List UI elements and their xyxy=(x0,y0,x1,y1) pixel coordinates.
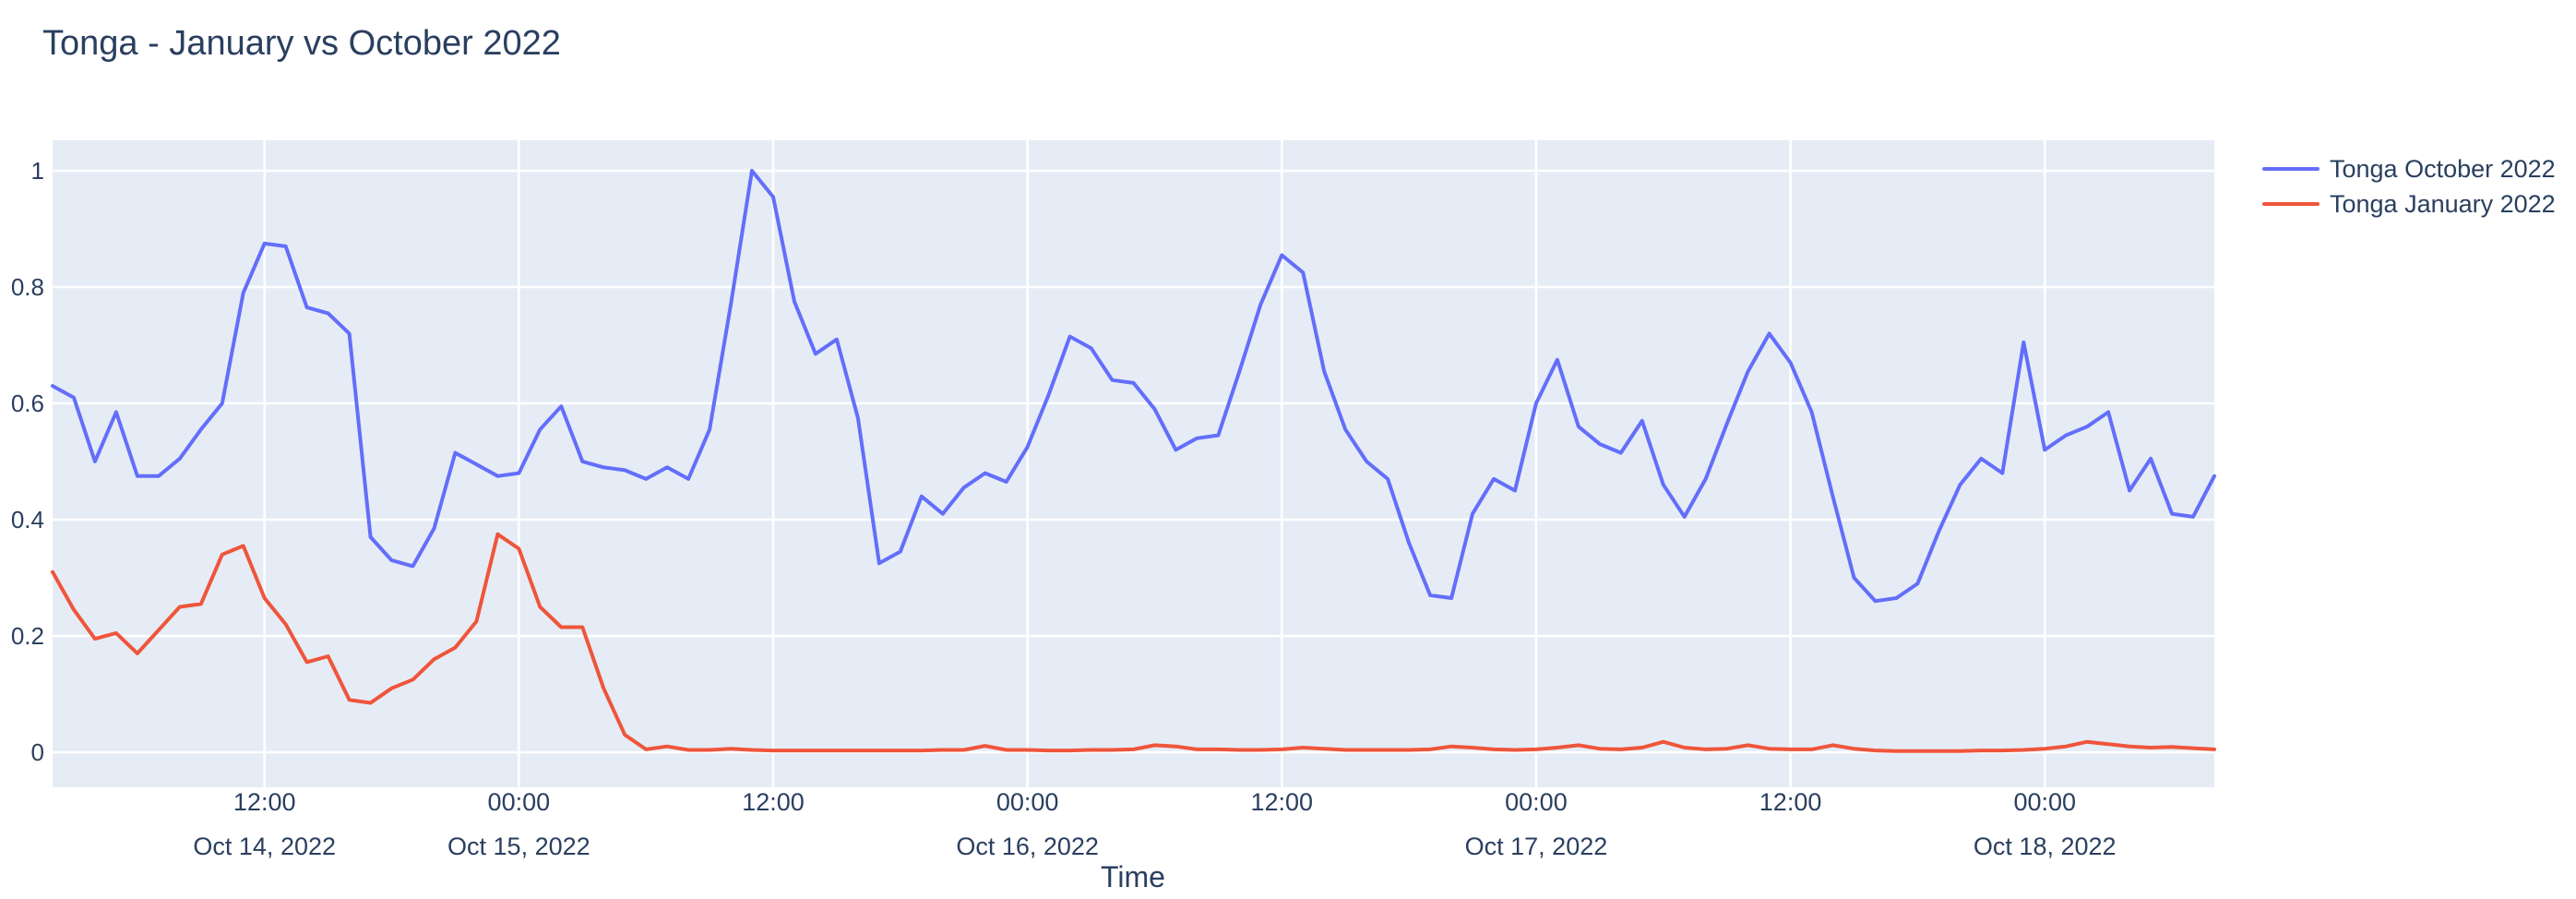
y-tick-label-0.8: 0.8 xyxy=(10,273,44,301)
x-axis-title: Time xyxy=(1101,860,1165,893)
x-tick-time-label: 00:00 xyxy=(1505,788,1568,816)
legend-item-tonga-january-2022[interactable]: Tonga January 2022 xyxy=(2262,186,2556,222)
y-tick-label-0.2: 0.2 xyxy=(10,622,44,650)
x-tick-time-label: 00:00 xyxy=(2013,788,2077,816)
x-tick-time-label: 12:00 xyxy=(233,788,296,816)
x-tick-time-label: 12:00 xyxy=(742,788,805,816)
x-tick-time-label: 12:00 xyxy=(1250,788,1314,816)
x-tick-date-label: Oct 14, 2022 xyxy=(193,833,337,860)
y-tick-label-0.6: 0.6 xyxy=(10,390,44,417)
legend-label: Tonga January 2022 xyxy=(2330,189,2556,218)
x-tick-date-label: Oct 17, 2022 xyxy=(1464,833,1608,860)
y-tick-label-0: 0 xyxy=(30,738,44,766)
legend: Tonga October 2022 Tonga January 2022 xyxy=(2262,151,2556,222)
x-tick-time-label: 00:00 xyxy=(487,788,551,816)
plot-background xyxy=(53,140,2214,787)
y-tick-label-1: 1 xyxy=(30,157,44,185)
series-line-tonga-october-2022[interactable] xyxy=(51,169,2216,604)
x-tick-date-label: Oct 16, 2022 xyxy=(956,833,1099,860)
x-tick-date-label: Oct 18, 2022 xyxy=(1973,833,2117,860)
legend-label: Tonga October 2022 xyxy=(2330,154,2556,183)
x-tick-time-label: 00:00 xyxy=(996,788,1059,816)
legend-line-swatch xyxy=(2262,167,2320,171)
legend-item-tonga-october-2022[interactable]: Tonga October 2022 xyxy=(2262,151,2556,186)
x-tick-date-label: Oct 15, 2022 xyxy=(447,833,590,860)
y-tick-label-0.4: 0.4 xyxy=(10,506,44,533)
series-line-tonga-january-2022[interactable] xyxy=(51,532,2216,753)
chart-title: Tonga - January vs October 2022 xyxy=(42,24,561,63)
legend-line-swatch xyxy=(2262,202,2320,206)
x-tick-time-label: 12:00 xyxy=(1759,788,1822,816)
